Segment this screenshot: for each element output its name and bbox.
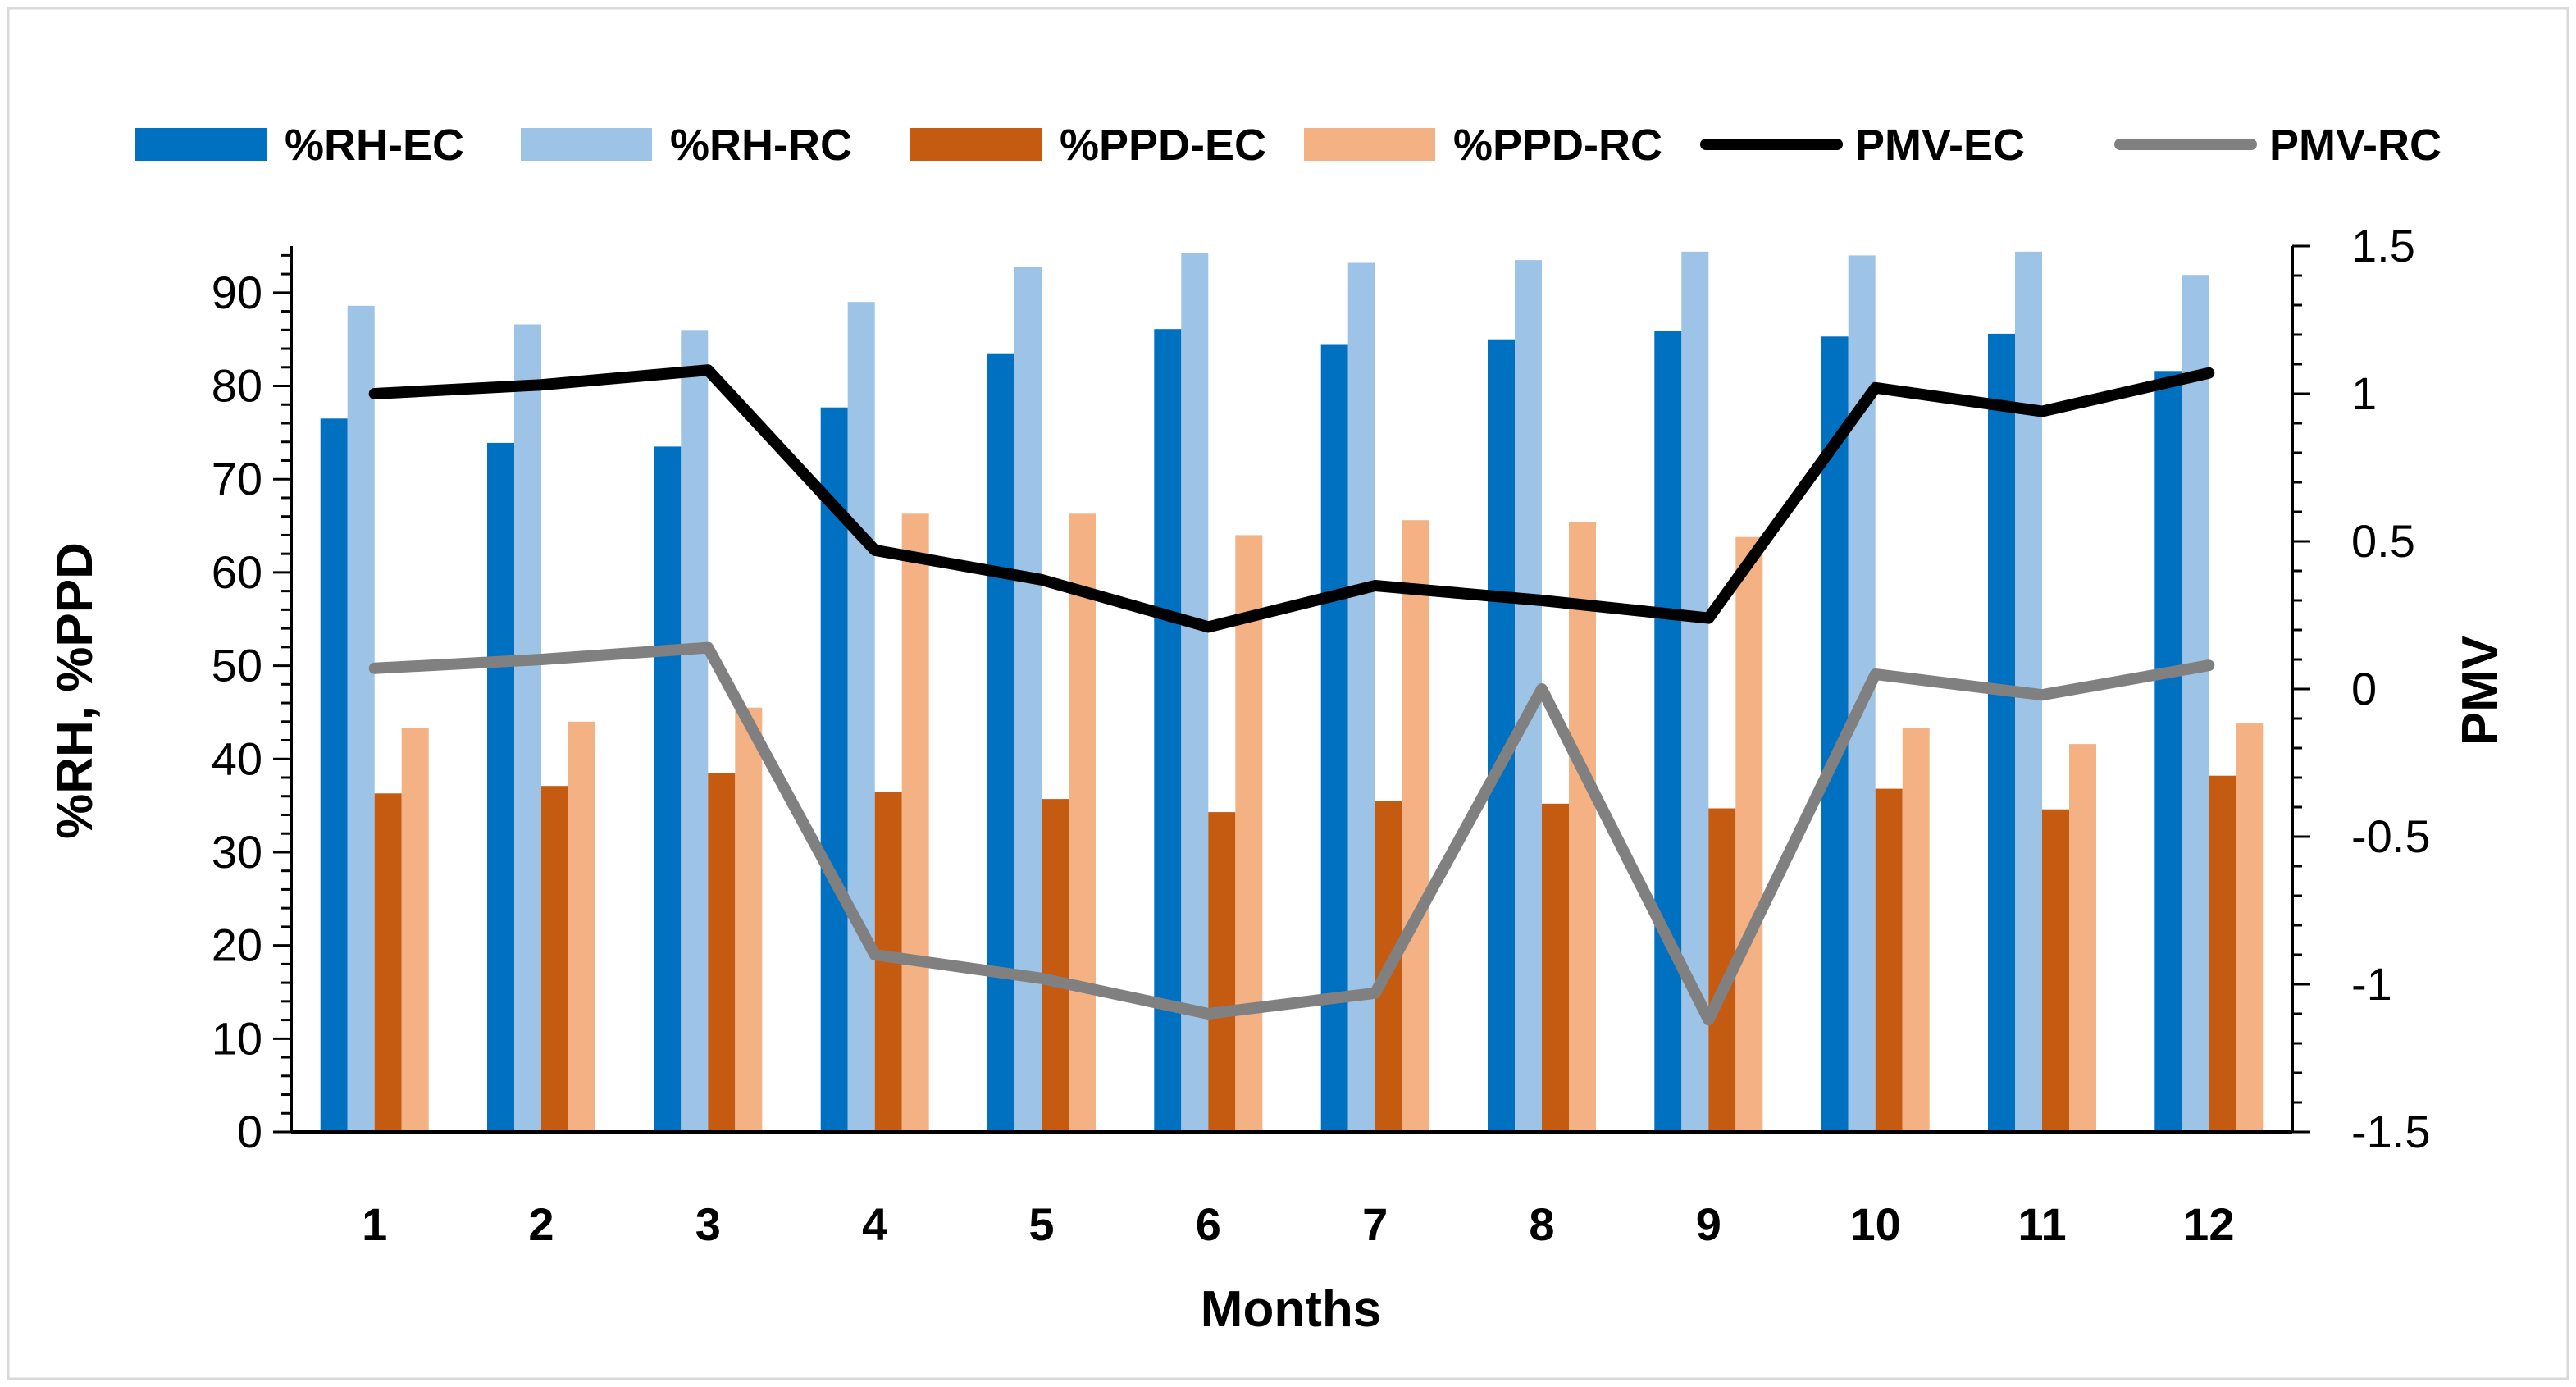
legend-swatch	[1304, 128, 1435, 161]
legend-label: PMV-RC	[2269, 121, 2442, 170]
bar-pct-rh-ec-12	[2154, 371, 2182, 1132]
bar-pct-ppd-rc-5	[1069, 513, 1096, 1132]
bar-pct-ppd-ec-8	[1542, 803, 1569, 1132]
y2-tick-label: -0.5	[2351, 810, 2431, 862]
bar-pct-rh-ec-1	[320, 418, 348, 1132]
y-tick-label: 60	[212, 546, 262, 598]
chart-border	[7, 7, 2569, 1380]
bar-pct-rh-ec-3	[654, 446, 682, 1132]
x-tick-label: 5	[1028, 1198, 1054, 1250]
bar-pct-rh-rc-2	[514, 324, 541, 1132]
x-tick-label: 4	[862, 1198, 887, 1250]
bar-pct-rh-rc-4	[847, 302, 875, 1132]
bar-marks	[320, 251, 2264, 1133]
bar-pct-ppd-rc-1	[401, 728, 429, 1132]
line-pmv-ec	[368, 364, 2215, 633]
bar-pct-ppd-ec-12	[2209, 775, 2236, 1132]
bar-pct-ppd-rc-8	[1569, 522, 1596, 1132]
bar-pct-rh-rc-3	[681, 330, 709, 1132]
x-tick-label: 11	[2017, 1198, 2066, 1250]
bar-pct-rh-ec-11	[1988, 333, 2015, 1132]
bar-pct-ppd-ec-10	[1875, 788, 1903, 1132]
x-tick-label: 3	[695, 1198, 721, 1250]
x-tick-label: 6	[1196, 1198, 1221, 1250]
bar-pct-rh-rc-6	[1181, 253, 1209, 1132]
y2-tick-label: 0	[2351, 663, 2377, 714]
y-tick-label: 30	[212, 826, 262, 878]
y2-tick-label: 1	[2351, 367, 2377, 419]
legend-label: %RH-EC	[285, 121, 464, 170]
bar-pct-ppd-rc-7	[1402, 520, 1429, 1132]
legend-swatch	[910, 128, 1042, 161]
legend-label: %PPD-EC	[1060, 121, 1266, 170]
bar-pct-rh-ec-4	[820, 407, 848, 1132]
x-tick-label: 8	[1529, 1198, 1554, 1250]
x-tick-label: 10	[1850, 1198, 1901, 1250]
bar-pct-ppd-rc-12	[2236, 723, 2264, 1132]
legend-label: %PPD-RC	[1453, 121, 1662, 170]
legend-swatch	[135, 128, 267, 161]
y-tick-label: 10	[212, 1012, 262, 1064]
line-marks	[368, 364, 2215, 1026]
y-tick-label: 0	[237, 1106, 262, 1157]
bar-pct-ppd-rc-10	[1902, 728, 1930, 1132]
y2-tick-label: -1	[2351, 958, 2392, 1010]
bar-pct-rh-ec-5	[987, 353, 1014, 1132]
legend: %RH-EC %RH-RC %PPD-EC %PPD-RC PMV-EC PMV-RC	[135, 121, 2442, 170]
bar-pct-rh-ec-9	[1654, 331, 1682, 1132]
x-tick-label: 2	[528, 1198, 554, 1250]
bar-pct-ppd-rc-6	[1235, 535, 1263, 1132]
y-tick-label: 40	[212, 732, 262, 784]
bar-pct-rh-ec-7	[1320, 344, 1348, 1132]
bar-pct-ppd-ec-3	[708, 773, 736, 1132]
bar-pct-ppd-rc-9	[1735, 536, 1763, 1132]
bar-pct-ppd-rc-3	[735, 707, 763, 1132]
x-tick-label: 9	[1696, 1198, 1721, 1250]
y2-axis-title: PMV	[2452, 636, 2509, 746]
legend-label: PMV-EC	[1855, 121, 2025, 170]
y-tick-label: 80	[212, 360, 262, 412]
bar-pct-rh-rc-7	[1347, 262, 1375, 1132]
y-tick-label: 90	[212, 267, 262, 318]
x-tick-label: 1	[362, 1198, 387, 1250]
bar-pct-ppd-ec-2	[541, 786, 568, 1132]
y-axis-title: %RH, %PPD	[47, 542, 103, 839]
bar-pct-ppd-rc-11	[2069, 744, 2096, 1132]
bar-pct-ppd-ec-5	[1042, 799, 1069, 1132]
y-tick-label: 20	[212, 919, 262, 971]
bar-pct-ppd-rc-4	[901, 513, 929, 1132]
x-tick-label: 7	[1362, 1198, 1388, 1250]
x-tick-label: 12	[2183, 1198, 2234, 1250]
y-tick-label: 70	[212, 453, 262, 504]
bar-pct-rh-rc-12	[2182, 275, 2209, 1133]
legend-swatch	[521, 128, 652, 161]
bar-pct-rh-ec-2	[487, 442, 514, 1132]
bar-pct-rh-rc-1	[347, 305, 375, 1132]
y2-tick-label: 0.5	[2351, 515, 2415, 567]
bar-pct-rh-rc-5	[1014, 267, 1042, 1132]
y2-tick-label: -1.5	[2351, 1106, 2431, 1157]
y-tick-label: 50	[212, 640, 262, 691]
bar-pct-ppd-rc-2	[568, 721, 595, 1132]
x-axis-title: Months	[1201, 1281, 1381, 1338]
bar-pct-ppd-ec-1	[374, 793, 402, 1132]
bar-pct-ppd-ec-11	[2042, 809, 2069, 1132]
bar-pct-ppd-ec-6	[1208, 812, 1236, 1132]
line-pmv-rc	[368, 641, 2215, 1026]
legend-label: %RH-RC	[670, 121, 852, 170]
y2-tick-label: 1.5	[2351, 220, 2415, 271]
